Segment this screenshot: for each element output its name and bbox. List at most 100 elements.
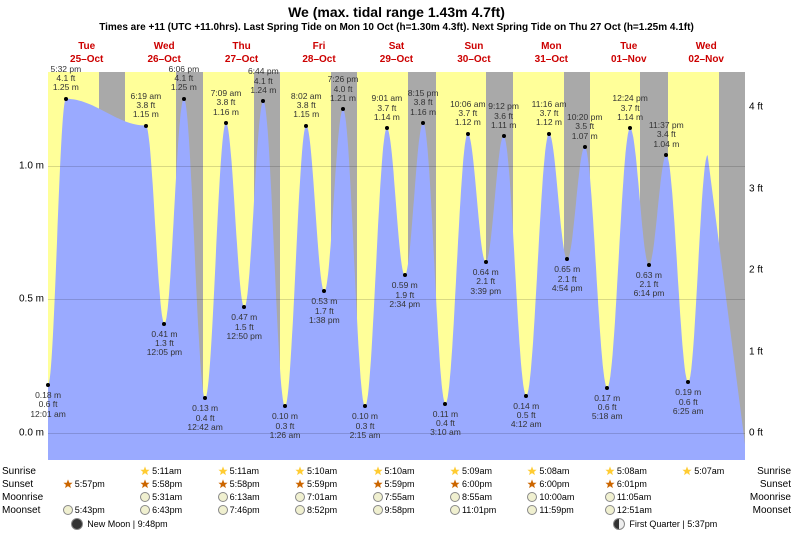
sunset-cell: 6:01pm (605, 479, 647, 489)
time-text: 5:31am (152, 492, 182, 502)
moonset-cell: 8:52pm (295, 505, 337, 515)
moonrise-cell: 10:00am (527, 492, 574, 502)
moonset-icon (140, 505, 150, 515)
tide-point (144, 124, 148, 128)
tide-point (304, 124, 308, 128)
time-text: 5:09am (462, 466, 492, 476)
moonrise-cell: 11:05am (605, 492, 651, 502)
moonrise-icon (373, 492, 383, 502)
tide-point (363, 404, 367, 408)
gridline (48, 166, 745, 167)
time-text: 5:11am (230, 466, 259, 476)
moon-phase-icon (71, 518, 83, 530)
time-text: 7:01am (307, 492, 337, 502)
time-text: 11:05am (617, 492, 651, 502)
tide-point (385, 126, 389, 130)
sunset-icon (140, 479, 150, 489)
sunset-cell: 5:59pm (295, 479, 337, 489)
sunset-icon (295, 479, 305, 489)
moonrise-icon (605, 492, 615, 502)
tide-point (46, 383, 50, 387)
tide-label: 10:20 pm3.5 ft1.07 m (563, 113, 607, 141)
row-label: Sunset (2, 479, 50, 490)
row-label: Moonset (2, 505, 50, 516)
tide-label: 0.10 m0.3 ft1:26 am (263, 412, 307, 440)
tide-label: 9:12 pm3.6 ft1.11 m (482, 102, 526, 130)
sunrise-cell: 5:10am (373, 466, 415, 476)
moonset-cell: 7:46pm (218, 505, 260, 515)
sunset-cell: 6:00pm (450, 479, 492, 489)
moon-phase: New Moon | 9:48pm (71, 518, 167, 530)
sunrise-icon (295, 466, 305, 476)
tide-point (547, 132, 551, 136)
time-text: 5:08am (617, 466, 647, 476)
tide-label: 7:26 pm4.0 ft1.21 m (321, 75, 365, 103)
moonset-icon (218, 505, 228, 515)
sunset-cell: 5:58pm (140, 479, 182, 489)
time-text: 12:51am (617, 505, 652, 515)
tide-point (403, 273, 407, 277)
time-text: 5:11am (152, 466, 181, 476)
sunrise-icon (527, 466, 537, 476)
tide-label: 0.41 m1.3 ft12:05 pm (142, 330, 186, 358)
moonset-cell: 12:51am (605, 505, 652, 515)
day-header: Mon31–Oct (513, 40, 590, 70)
moonrise-cell: 7:55am (373, 492, 415, 502)
marker-row-moonset: MoonsetMoonset5:43pm6:43pm7:46pm8:52pm9:… (0, 503, 793, 517)
tide-label: 0.64 m2.1 ft3:39 pm (464, 268, 508, 296)
time-text: 10:00am (539, 492, 574, 502)
tide-point (565, 257, 569, 261)
moonset-icon (63, 505, 73, 515)
axis-tick-m: 0.5 m (0, 294, 44, 305)
moonrise-cell: 6:13am (218, 492, 260, 502)
sunrise-icon (450, 466, 460, 476)
moonrise-cell: 7:01am (295, 492, 337, 502)
tide-point (628, 126, 632, 130)
tide-curve (48, 72, 745, 460)
day-header: Wed02–Nov (668, 40, 745, 70)
time-text: 5:10am (385, 466, 415, 476)
time-text: 6:00pm (462, 479, 492, 489)
moonrise-icon (450, 492, 460, 502)
tide-point (664, 153, 668, 157)
moonset-icon (527, 505, 537, 515)
sunset-icon (605, 479, 615, 489)
moonset-cell: 9:58pm (373, 505, 415, 515)
time-text: 11:01pm (462, 505, 496, 515)
moonrise-cell: 8:55am (450, 492, 492, 502)
tide-label: 6:44 pm4.1 ft1.24 m (241, 67, 285, 95)
sunset-cell: 5:59pm (373, 479, 415, 489)
moonset-cell: 11:01pm (450, 505, 496, 515)
tide-point (341, 107, 345, 111)
row-label: Moonset (743, 505, 791, 516)
time-text: 11:59pm (539, 505, 573, 515)
tide-point (443, 402, 447, 406)
row-label: Moonrise (2, 492, 50, 503)
moonrise-icon (295, 492, 305, 502)
moonset-cell: 11:59pm (527, 505, 573, 515)
tide-label: 6:19 am3.8 ft1.15 m (124, 92, 168, 120)
tide-point (203, 396, 207, 400)
sunset-cell: 6:00pm (527, 479, 569, 489)
moon-phase-icon (613, 518, 625, 530)
tide-label: 0.63 m2.1 ft6:14 pm (627, 271, 671, 299)
tide-label: 11:37 pm3.4 ft1.04 m (644, 121, 688, 149)
tide-point (583, 145, 587, 149)
tide-point (421, 121, 425, 125)
time-text: 5:43pm (75, 505, 105, 515)
sunrise-cell: 5:09am (450, 466, 492, 476)
row-label: Moonrise (743, 492, 791, 503)
tide-point (242, 305, 246, 309)
time-text: 5:58pm (152, 479, 182, 489)
tide-point (502, 134, 506, 138)
sunset-cell: 5:57pm (63, 479, 105, 489)
moonset-icon (450, 505, 460, 515)
moon-phase: First Quarter | 5:37pm (613, 518, 717, 530)
tide-point (524, 394, 528, 398)
tide-label: 5:32 pm4.1 ft1.25 m (44, 65, 88, 93)
time-text: 7:55am (385, 492, 415, 502)
tide-point (605, 386, 609, 390)
marker-row-moonrise: Moonrise Moonrise 5:31am 6:13am 7:01am 7:55am… (0, 490, 793, 504)
sunrise-icon (605, 466, 615, 476)
tide-label: 0.53 m1.7 ft1:38 pm (302, 297, 346, 325)
